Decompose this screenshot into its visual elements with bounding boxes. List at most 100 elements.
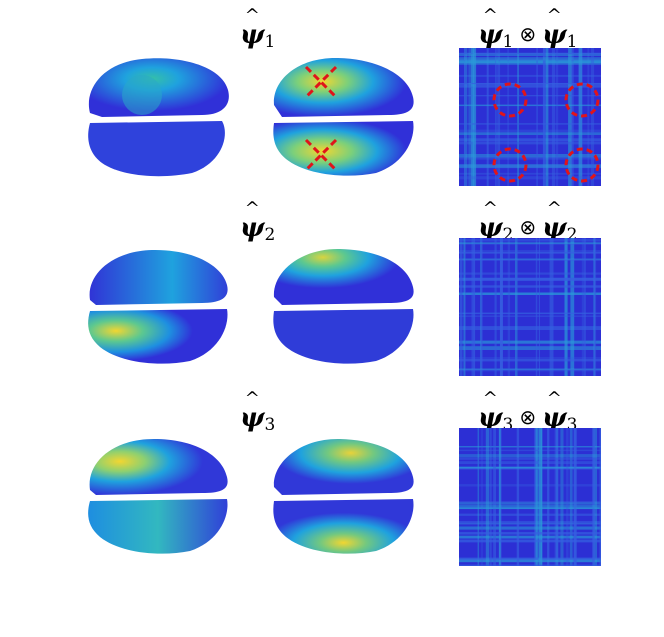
row3-matrix xyxy=(459,428,601,566)
matrix-stripe xyxy=(535,428,538,566)
matrix-stripe xyxy=(459,104,601,107)
matrix-stripe xyxy=(593,428,597,566)
matrix-stripe xyxy=(459,277,601,281)
matrix-stripe xyxy=(473,238,475,376)
matrix-stripe xyxy=(459,252,601,254)
matrix-stripe xyxy=(554,428,559,566)
matrix-stripe xyxy=(459,484,601,487)
matrix-stripe xyxy=(568,48,572,186)
matrix-stripe xyxy=(459,156,601,160)
matrix-highlight-circle xyxy=(492,82,528,118)
matrix-stripe xyxy=(459,457,601,460)
matrix-stripe xyxy=(583,238,586,376)
matrix-stripe xyxy=(460,238,463,376)
matrix-stripe xyxy=(464,238,466,376)
row3-left-hemisphere-top xyxy=(89,439,228,495)
matrix-stripe xyxy=(477,428,479,566)
row3-left-hemisphere-bottom xyxy=(88,499,228,554)
row1-matrix xyxy=(459,48,601,186)
matrix-stripe xyxy=(495,48,497,186)
matrix-stripe xyxy=(459,138,601,142)
matrix-stripe xyxy=(459,558,601,563)
row2-matrix-index-b: 2 xyxy=(566,225,578,245)
row2-right-hemisphere-top xyxy=(273,248,414,305)
matrix-stripe xyxy=(459,358,601,362)
matrix-stripe xyxy=(459,315,601,317)
matrix-stripe xyxy=(459,74,601,77)
matrix-stripe xyxy=(516,428,520,566)
matrix-stripe xyxy=(545,48,549,186)
row2-symbol: ψ xyxy=(240,215,264,241)
row3-right-hemisphere-bottom xyxy=(273,499,414,554)
row3-title: ψ3 xyxy=(240,405,275,434)
row1-matrix-symbol-a: ψ xyxy=(478,22,502,48)
matrix-stripe xyxy=(464,48,466,186)
row1-brain-right xyxy=(273,57,414,176)
matrix-stripe xyxy=(500,238,503,376)
matrix-stripe xyxy=(459,539,601,543)
matrix-stripe xyxy=(464,48,468,186)
row2-right-hemisphere-bottom xyxy=(273,309,414,364)
matrix-stripe xyxy=(459,513,601,516)
matrix-stripe xyxy=(459,142,601,145)
matrix-stripe xyxy=(459,285,601,288)
matrix-stripe xyxy=(493,428,496,566)
row1-cross-bottom xyxy=(304,138,338,172)
matrix-stripe xyxy=(459,83,601,87)
matrix-stripe xyxy=(459,312,601,315)
matrix-stripe xyxy=(459,346,601,350)
matrix-stripe xyxy=(481,428,483,566)
matrix-stripe xyxy=(599,428,601,566)
matrix-stripe xyxy=(459,86,601,88)
matrix-stripe xyxy=(459,446,601,448)
row2-index: 2 xyxy=(264,225,276,245)
matrix-stripe xyxy=(459,164,601,169)
matrix-stripe xyxy=(459,250,601,254)
row1-index: 1 xyxy=(264,32,276,52)
matrix-highlight-circle xyxy=(564,147,600,183)
matrix-stripe xyxy=(459,449,601,452)
matrix-stripe xyxy=(459,501,601,504)
matrix-stripe xyxy=(459,272,601,275)
row2-left-hemisphere-top xyxy=(89,249,228,305)
matrix-stripe xyxy=(551,48,556,186)
matrix-stripe xyxy=(459,526,601,530)
matrix-stripe xyxy=(495,48,499,186)
matrix-stripe xyxy=(549,238,554,376)
matrix-stripe xyxy=(463,238,466,376)
matrix-stripe xyxy=(542,48,546,186)
matrix-stripe xyxy=(547,428,550,566)
matrix-stripe xyxy=(459,61,601,65)
matrix-stripe xyxy=(459,369,601,372)
matrix-stripe xyxy=(570,48,574,186)
matrix-stripe xyxy=(459,557,601,560)
matrix-stripe xyxy=(459,326,601,330)
matrix-stripe xyxy=(459,57,601,61)
matrix-stripe xyxy=(564,238,568,376)
row3-matrix-symbol-a: ψ xyxy=(478,405,502,431)
matrix-stripe xyxy=(573,428,577,566)
matrix-stripe xyxy=(468,48,472,186)
row2-matrix-title: ψ2⊗ψ2 xyxy=(478,215,577,244)
matrix-highlight-circle xyxy=(492,147,528,183)
matrix-stripe xyxy=(459,340,601,344)
matrix-stripe xyxy=(459,154,601,158)
matrix-stripe xyxy=(472,48,477,186)
row3-matrix-title: ψ3⊗ψ3 xyxy=(478,405,577,434)
row3-brain-right xyxy=(273,438,414,554)
row1-right-hemisphere-top xyxy=(273,57,414,117)
matrix-stripe xyxy=(587,48,590,186)
row1-matrix-index-b: 1 xyxy=(566,32,578,52)
matrix-stripe xyxy=(593,238,597,376)
matrix-stripe xyxy=(507,48,509,186)
row2-title: ψ2 xyxy=(240,215,275,244)
matrix-stripe xyxy=(459,132,601,135)
matrix-stripe xyxy=(498,428,501,566)
matrix-background xyxy=(459,238,601,376)
matrix-stripe xyxy=(566,428,569,566)
matrix-stripe xyxy=(459,129,601,133)
matrix-stripe xyxy=(459,461,601,464)
matrix-stripe xyxy=(459,259,601,261)
row1-title: ψ1 xyxy=(240,22,275,51)
matrix-stripe xyxy=(581,238,583,376)
